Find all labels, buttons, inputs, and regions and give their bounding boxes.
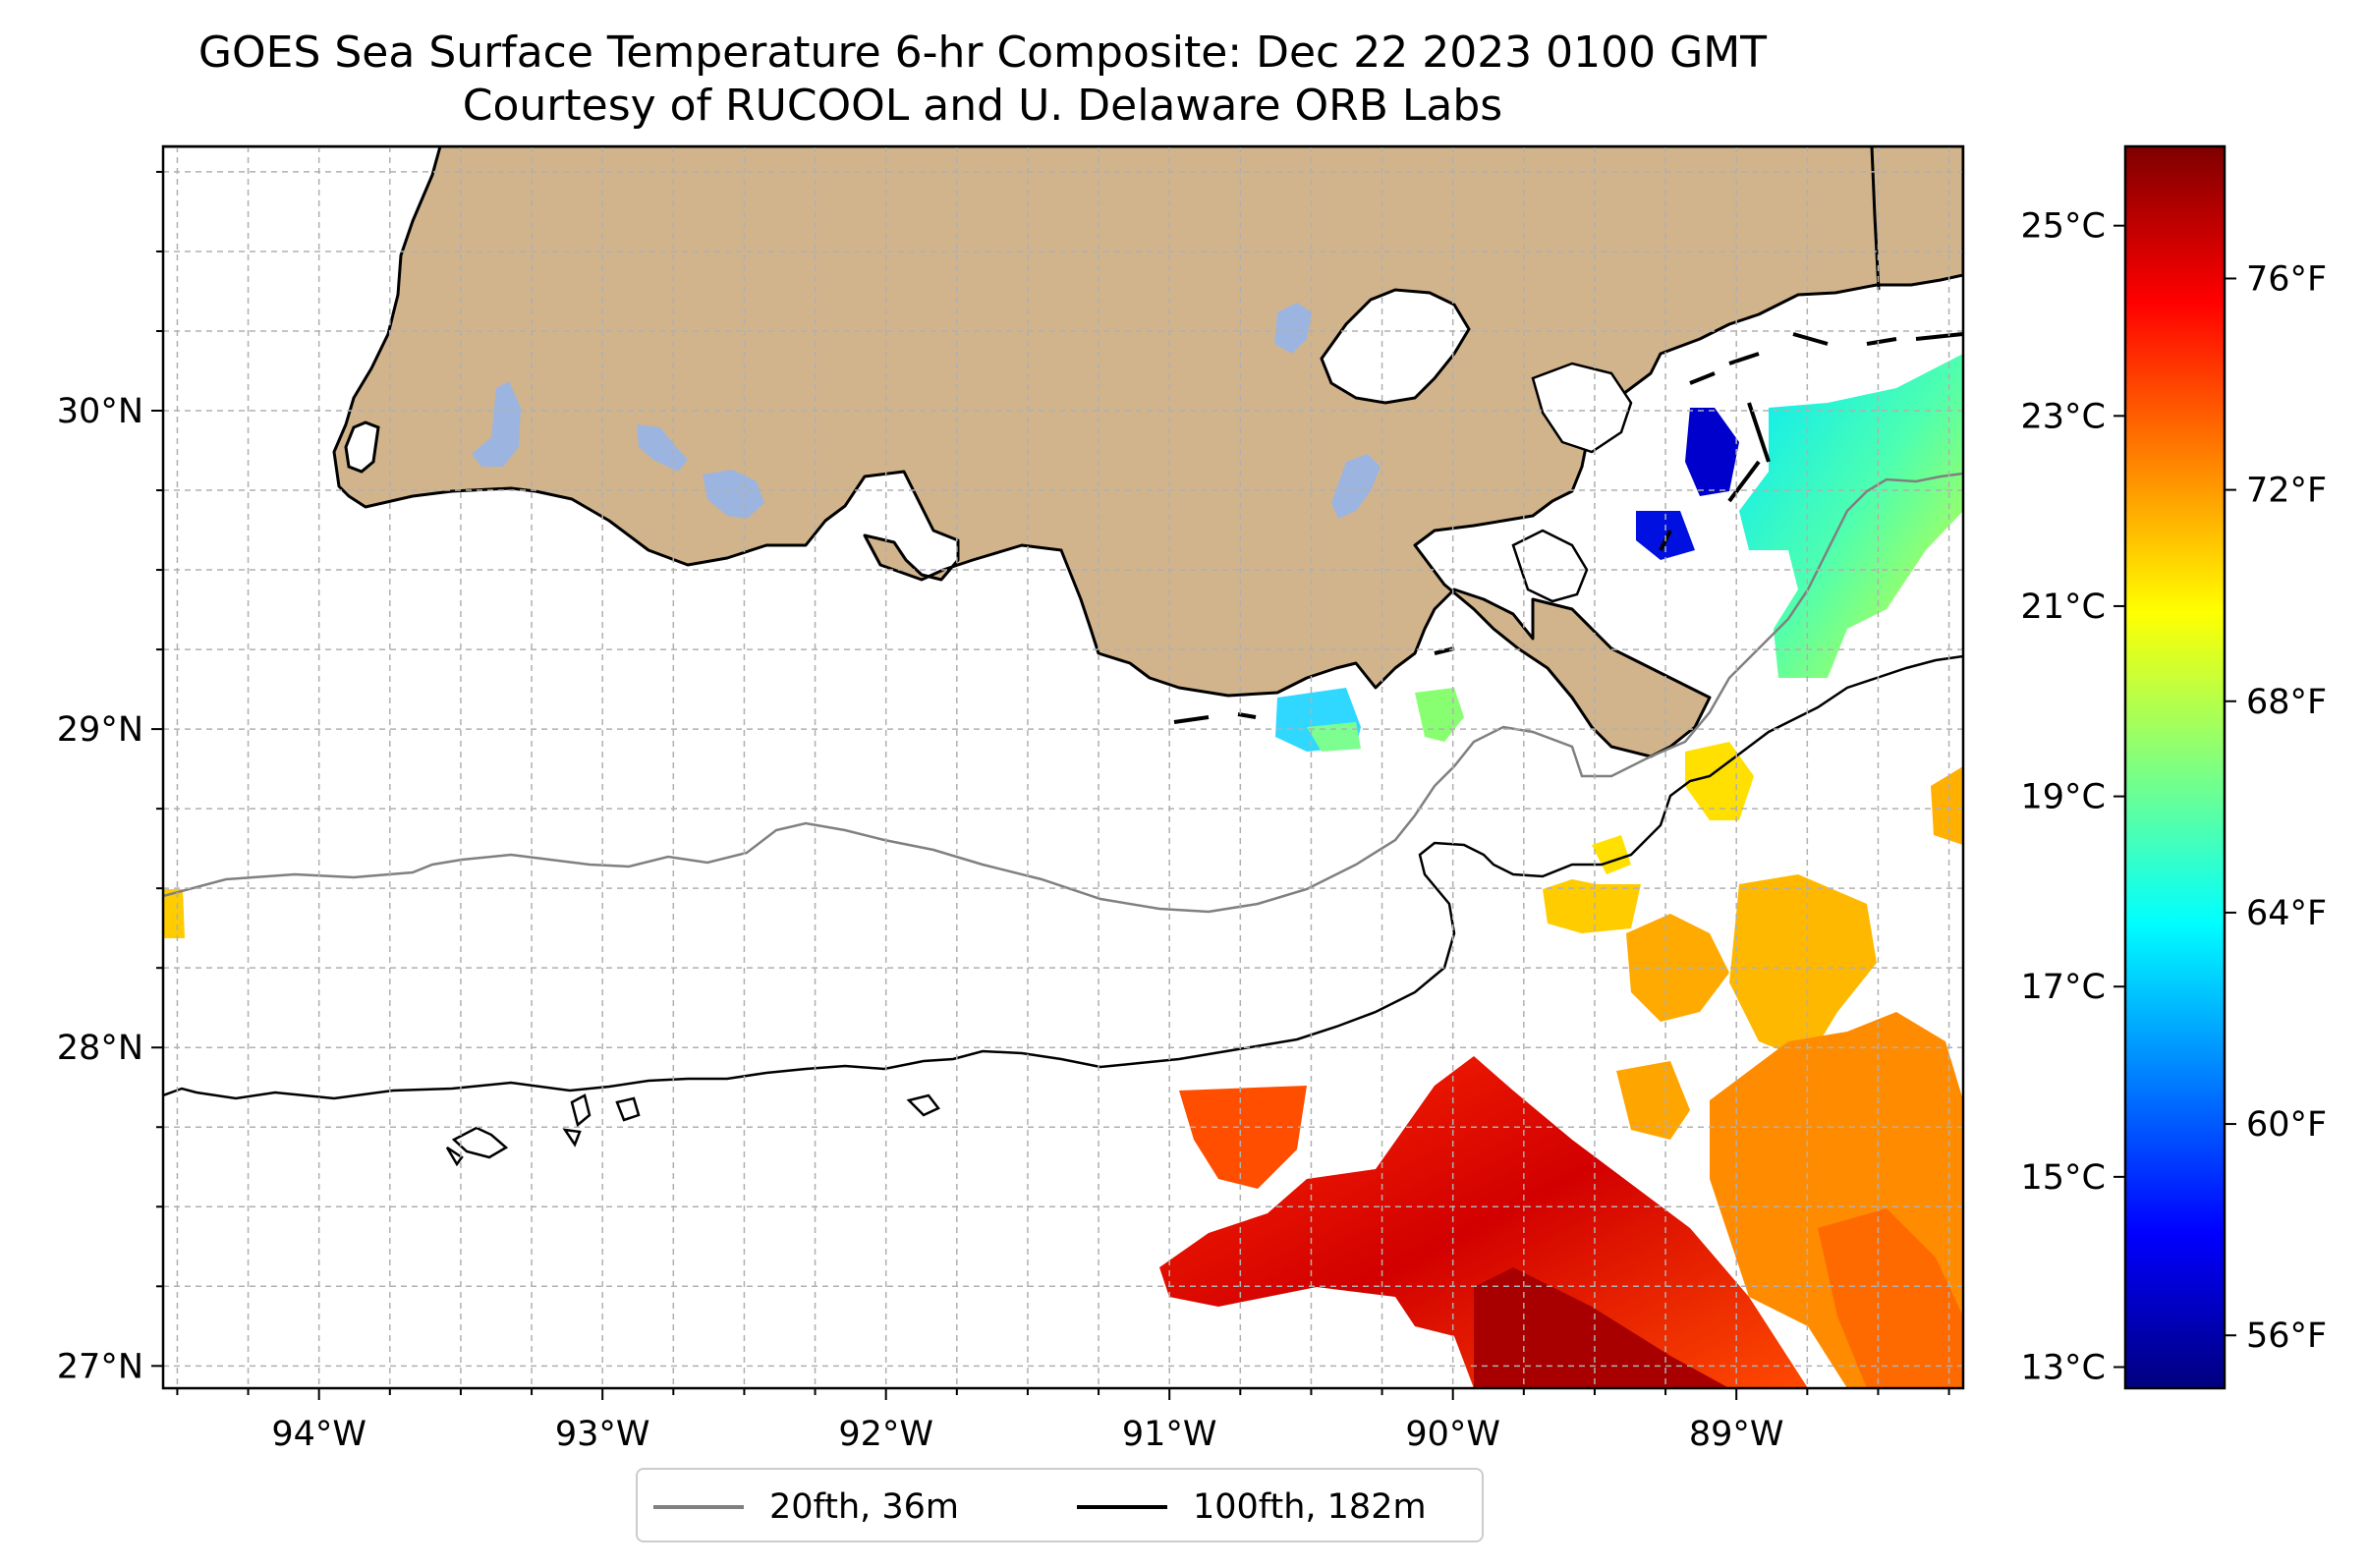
celsius-tick-label: 21°C (2021, 588, 2106, 627)
breton-sound (1531, 362, 1633, 454)
x-tick-label: 92°W (838, 1415, 933, 1454)
x-tick-label: 91°W (1122, 1415, 1217, 1454)
y-tick-label: 30°N (57, 392, 143, 431)
legend-label-20fth: 20fth, 36m (769, 1487, 960, 1527)
map-frame (161, 144, 1965, 1390)
isobath-legend: 20fth, 36m 100fth, 182m (636, 1468, 1484, 1542)
legend-item-20fth: 20fth, 36m (653, 1470, 959, 1544)
celsius-tick-label: 15°C (2021, 1158, 2106, 1198)
lake-pontchartrain (1320, 288, 1471, 405)
calcasieu-lake (344, 420, 380, 474)
latitude-axis: 27°N 28°N 29°N 30°N (57, 170, 163, 1386)
barataria-bay (1511, 529, 1589, 603)
map-gridlines (163, 146, 1963, 1388)
fahrenheit-tick-label: 64°F (2246, 894, 2327, 933)
x-tick-label: 94°W (271, 1415, 366, 1454)
map-subtitle: Courtesy of RUCOOL and U. Delaware ORB L… (462, 81, 1503, 131)
fahrenheit-tick-label: 56°F (2246, 1316, 2327, 1356)
celsius-tick-label: 13°C (2021, 1348, 2106, 1387)
celsius-tick-label: 19°C (2021, 778, 2106, 817)
inland-lakes (472, 303, 1381, 519)
fahrenheit-tick-label: 68°F (2246, 683, 2327, 722)
fahrenheit-tick-label: 76°F (2246, 259, 2327, 299)
sst-cool-east (1275, 354, 1963, 752)
legend-item-100fth: 100fth, 182m (1077, 1470, 1427, 1544)
y-tick-label: 27°N (57, 1347, 143, 1386)
legend-black-line (1077, 1505, 1167, 1509)
x-tick-label: 89°W (1689, 1415, 1784, 1454)
isobath-20fth (163, 472, 1963, 914)
fahrenheit-tick-label: 60°F (2246, 1105, 2327, 1145)
celsius-tick-label: 25°C (2021, 207, 2106, 247)
colorbar-fahrenheit-axis: 56°F 60°F 64°F 68°F 72°F 76°F (2225, 259, 2327, 1356)
x-tick-label: 90°W (1405, 1415, 1500, 1454)
legend-label-100fth: 100fth, 182m (1193, 1487, 1427, 1527)
louisiana-land (163, 146, 1963, 758)
y-tick-label: 29°N (57, 710, 143, 750)
fahrenheit-tick-label: 72°F (2246, 472, 2327, 511)
colorbar (2123, 144, 2226, 1390)
legend-gray-line (653, 1505, 744, 1509)
longitude-axis: 94°W 93°W 92°W 91°W 90°W 89°W (176, 1388, 1950, 1454)
celsius-tick-label: 17°C (2021, 968, 2106, 1007)
barrier-islands (1173, 332, 1963, 724)
bank-outlines (445, 1093, 940, 1167)
y-tick-label: 28°N (57, 1029, 143, 1068)
isobath-100fth (163, 654, 1963, 1100)
celsius-tick-label: 23°C (2021, 397, 2106, 436)
map-title: GOES Sea Surface Temperature 6-hr Compos… (197, 28, 1768, 78)
x-tick-label: 93°W (555, 1415, 650, 1454)
state-boundary (1870, 146, 1881, 291)
colorbar-celsius-axis: 13°C 15°C 17°C 19°C 21°C 23°C 25°C (2021, 207, 2125, 1387)
